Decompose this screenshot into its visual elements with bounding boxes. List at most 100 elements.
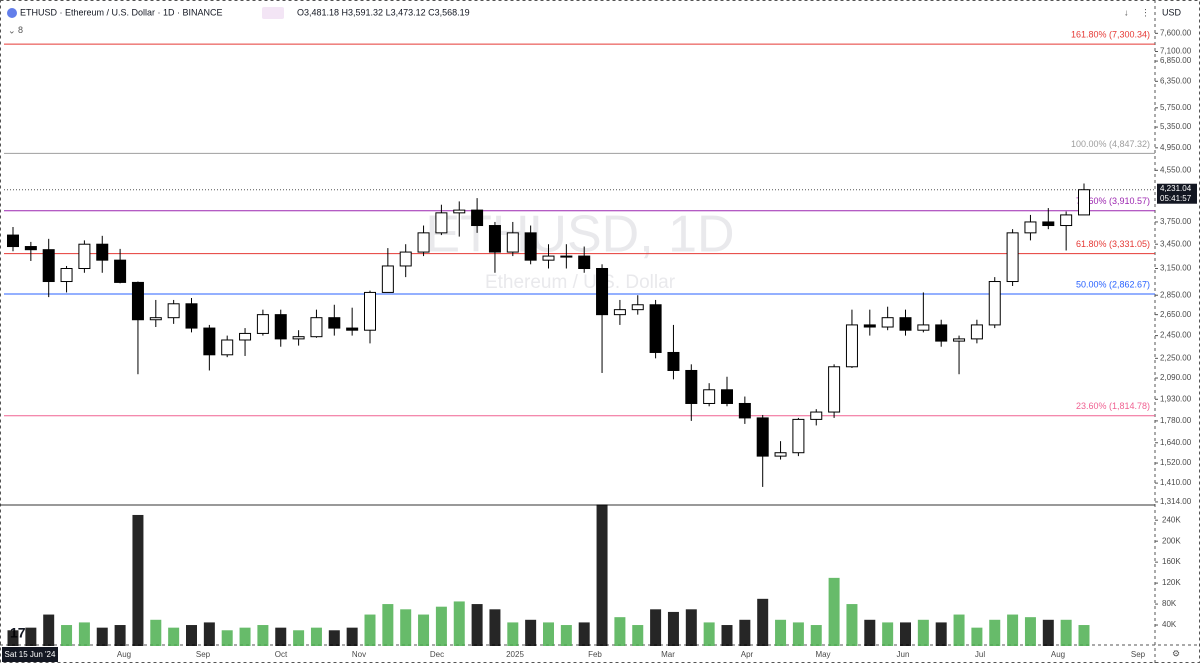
y-tick-label: 2,250.00	[1160, 353, 1192, 362]
fib-label: 100.00% (4,847.32)	[1071, 139, 1150, 149]
volume-bar	[507, 622, 519, 646]
volume-tick-label: 80K	[1162, 599, 1177, 608]
volume-bar	[221, 630, 233, 646]
y-tick-label: 7,600.00	[1160, 28, 1192, 37]
candle-body	[1078, 189, 1090, 216]
volume-bar	[792, 622, 804, 646]
fib-label: 61.80% (3,331.05)	[1076, 239, 1150, 249]
candle-body	[560, 255, 573, 258]
volume-bar	[935, 622, 947, 646]
candle-body	[1042, 221, 1055, 227]
candle-body	[810, 411, 823, 420]
x-tick-label: Sep	[196, 650, 211, 659]
crosshair-date-box	[2, 647, 58, 662]
volume-bar	[400, 609, 412, 646]
x-tick-label: Feb	[588, 650, 602, 659]
volume-bar	[150, 619, 162, 646]
y-tick-label: 1,930.00	[1160, 394, 1192, 403]
candle-body	[917, 324, 930, 331]
volume-bar	[275, 627, 287, 646]
candle-body	[721, 389, 733, 404]
menu[interactable]: ⋮	[1141, 7, 1150, 17]
y-tick-label: 3,150.00	[1160, 264, 1192, 273]
indicator-count[interactable]: ⌄ 8	[8, 25, 23, 35]
x-tick-label: Sep	[1131, 650, 1146, 659]
y-tick-label: 1,314.00	[1160, 497, 1192, 506]
symbol-icon	[7, 8, 17, 18]
settings[interactable]: ⚙	[1172, 648, 1180, 658]
volume-bar	[828, 577, 840, 646]
volume-bar	[471, 604, 483, 646]
y-tick-label: 4,550.00	[1160, 165, 1192, 174]
watermark-sub: Ethereum / U.S. Dollar	[485, 272, 676, 293]
candle-body	[738, 402, 751, 419]
candle-body	[203, 327, 216, 356]
candle-body	[863, 324, 876, 328]
x-tick-label: Mar	[661, 650, 675, 659]
candle-body	[185, 303, 198, 329]
volume-bar	[578, 622, 590, 646]
fib-label: 50.00% (2,862.67)	[1076, 279, 1150, 289]
candle-body	[131, 281, 144, 321]
volume-bar	[739, 619, 751, 646]
volume-bar	[346, 627, 358, 646]
candle-body	[292, 336, 305, 340]
volume-bar	[882, 622, 894, 646]
volume-bar	[810, 625, 822, 646]
volume-tick-label: 200K	[1162, 536, 1181, 545]
y-tick-label: 1,410.00	[1160, 478, 1192, 487]
y-tick-label: 7,100.00	[1160, 47, 1192, 56]
candle-body	[899, 317, 912, 331]
candle-body	[578, 255, 591, 269]
volume-bar	[543, 622, 554, 646]
compare-button[interactable]	[262, 7, 284, 19]
volume-bar	[61, 625, 73, 646]
volume-tick-label: 160K	[1162, 557, 1181, 566]
candle-body	[256, 314, 269, 334]
volume-bar	[667, 611, 679, 646]
candle-body	[60, 267, 73, 283]
volume-bar	[489, 609, 501, 646]
x-tick-label: Aug	[1051, 650, 1065, 659]
candle-body	[685, 369, 698, 404]
y-tick-label: 6,350.00	[1160, 76, 1192, 85]
volume-bar	[310, 627, 322, 646]
volume-bar	[775, 619, 787, 646]
candle-body	[7, 234, 19, 248]
volume-bar	[846, 604, 858, 646]
volume-bar	[632, 625, 644, 646]
currency[interactable]: USD	[1162, 7, 1182, 17]
candle-body	[221, 339, 234, 356]
candle-body	[703, 389, 716, 404]
volume-bar	[293, 630, 305, 646]
axes: 7,600.00 7,100.006,850.00 6,350.00 5,750.00…	[2, 28, 1192, 662]
candle-body	[845, 324, 858, 368]
candle-body	[364, 291, 376, 331]
candle-body	[524, 232, 537, 261]
y-tick-label: 3,450.00	[1160, 239, 1192, 248]
x-tick-label: Jul	[975, 650, 985, 659]
candle-body	[114, 259, 127, 283]
candle-body	[435, 212, 448, 234]
x-tick-label: Aug	[117, 650, 131, 659]
volume-bar	[1042, 619, 1054, 646]
x-tick-label: May	[815, 650, 830, 659]
volume-bar	[96, 627, 108, 646]
fib-label: 161.80% (7,300.34)	[1071, 29, 1150, 39]
volume-bar	[864, 619, 876, 646]
volume-bar	[1078, 625, 1090, 646]
volume-bar	[703, 622, 715, 646]
candle-body	[1060, 214, 1073, 227]
x-tick-label: Sat 15 Jun '24	[5, 650, 56, 659]
volume-bar	[78, 622, 90, 646]
symbol-title[interactable]: ETHUSD · Ethereum / U.S. Dollar · 1D · B…	[20, 7, 223, 17]
x-tick-label: Jun	[897, 650, 910, 659]
down-arrow[interactable]: ↓	[1124, 7, 1129, 17]
candle-body	[542, 255, 555, 261]
volume-bar	[650, 609, 662, 646]
volume-bar	[186, 625, 197, 646]
candle-body	[970, 324, 983, 340]
volume-bar	[989, 619, 1001, 646]
candle-body	[471, 209, 484, 227]
y-tick-label: 1,640.00	[1160, 438, 1192, 447]
